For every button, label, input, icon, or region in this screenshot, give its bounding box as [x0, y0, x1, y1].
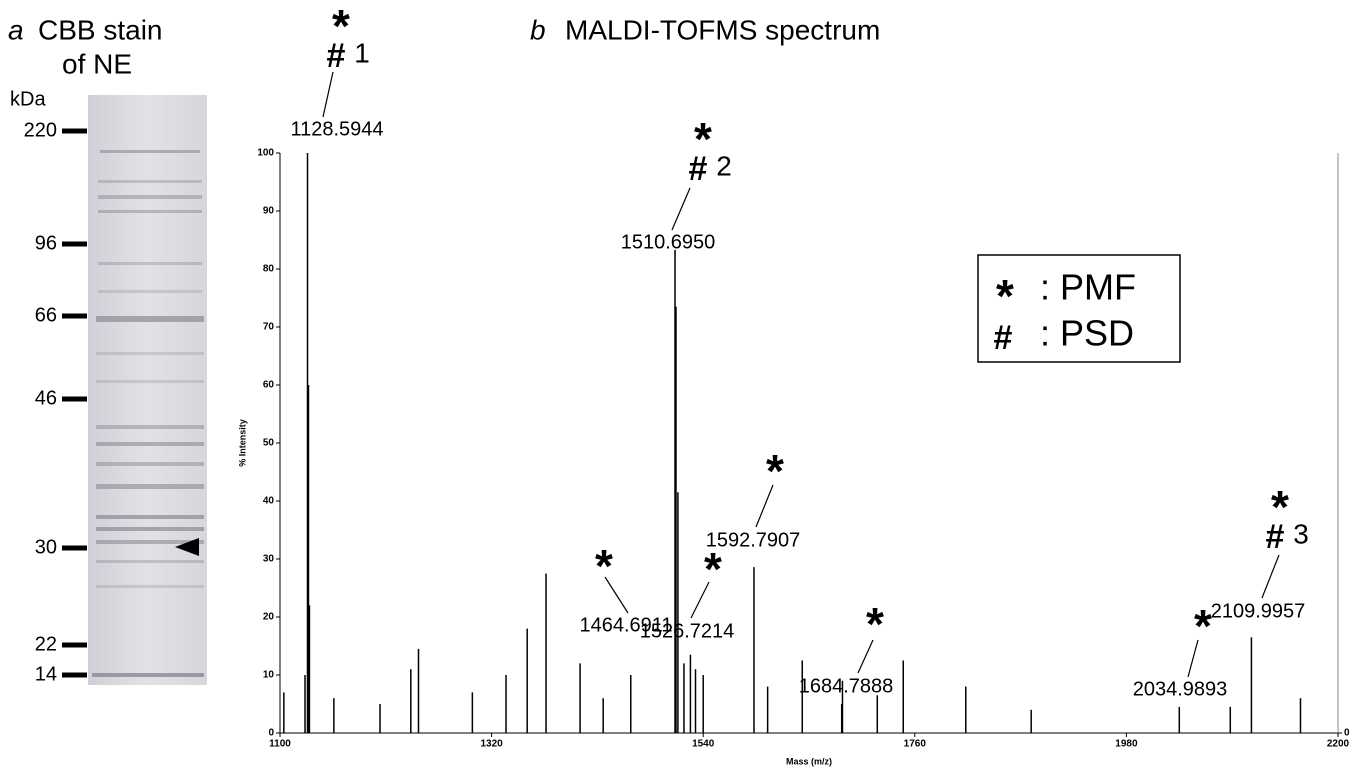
- x-tick-label: 2200: [1327, 739, 1350, 750]
- x-tick-label: 1980: [1115, 739, 1138, 750]
- y-tick-label: 40: [263, 496, 275, 507]
- annotation-symbol: *: [1194, 600, 1212, 652]
- annotation-symbol: *: [704, 543, 722, 595]
- marker-bar: [62, 242, 87, 247]
- marker-bar: [62, 643, 87, 648]
- gel-lane: [88, 95, 207, 685]
- x-tick-label: 1540: [692, 739, 715, 750]
- y-tick-label: 60: [263, 380, 275, 391]
- y-axis-label: % Intensity: [237, 419, 247, 467]
- peak-label: 1526.7214: [640, 620, 735, 642]
- panel-letter: b: [530, 14, 546, 45]
- legend-symbol: *: [996, 270, 1014, 322]
- marker-label: 22: [35, 633, 57, 655]
- x-tick-label: 1100: [269, 739, 291, 750]
- x-tick-label: 1320: [480, 739, 503, 750]
- panel-title: of NE: [62, 48, 132, 79]
- y-tick-label: 70: [263, 322, 275, 333]
- y-tick-label: 80: [263, 264, 275, 275]
- annotation-symbol: *: [766, 445, 784, 497]
- y-tick-label: 90: [263, 206, 275, 217]
- figure: a CBB stain of NE kDa b MALDI-TOFMS spec…: [0, 0, 1359, 769]
- peak-label: 1684.7888: [799, 675, 894, 697]
- peak-label: 1128.5944: [290, 118, 383, 140]
- annotation-symbol: #: [689, 150, 708, 188]
- leader-line: [323, 72, 333, 117]
- leader-line: [672, 188, 690, 230]
- annotation-symbol: *: [866, 598, 884, 650]
- marker-bar: [62, 673, 87, 678]
- marker-label: 46: [35, 387, 57, 409]
- marker-bar: [62, 129, 87, 134]
- x-tick-label: 1760: [904, 739, 927, 750]
- unit-label: kDa: [10, 88, 46, 110]
- marker-label: 66: [35, 304, 57, 326]
- peak-label: 2109.9957: [1211, 600, 1306, 622]
- y-tick-label: 20: [263, 612, 275, 623]
- y-tick-label: 100: [257, 148, 274, 159]
- peak-label: 2034.9893: [1133, 678, 1228, 700]
- annotation-symbol: #: [1266, 518, 1285, 556]
- legend-label: : PSD: [1040, 313, 1134, 354]
- annotation-number: 2: [716, 150, 732, 181]
- annotation-symbol: #: [327, 37, 346, 75]
- legend-symbol: #: [994, 319, 1013, 357]
- x-axis-label: Mass (m/z): [786, 756, 832, 766]
- panel-title: MALDI-TOFMS spectrum: [565, 14, 880, 45]
- marker-label: 96: [35, 232, 57, 254]
- y-tick-label: 10: [263, 670, 275, 681]
- marker-label: 220: [24, 119, 57, 141]
- marker-bar: [62, 397, 87, 402]
- panel-letter: a: [8, 14, 24, 45]
- annotation-symbol: *: [595, 540, 613, 592]
- peak-label: 1510.6950: [621, 231, 716, 253]
- leader-line: [1262, 555, 1279, 598]
- marker-bar: [62, 314, 87, 319]
- marker-label: 30: [35, 536, 57, 558]
- panel-title: CBB stain: [38, 14, 163, 45]
- y-tick-label: 0: [268, 728, 274, 739]
- annotation-number: 1: [354, 37, 370, 68]
- y2-tick-label: 0: [1344, 728, 1350, 739]
- y-tick-label: 50: [263, 438, 275, 449]
- marker-bar: [62, 546, 87, 551]
- legend-label: : PMF: [1040, 267, 1136, 308]
- y-tick-label: 30: [263, 554, 275, 565]
- marker-label: 14: [35, 663, 57, 685]
- annotation-number: 3: [1293, 518, 1309, 549]
